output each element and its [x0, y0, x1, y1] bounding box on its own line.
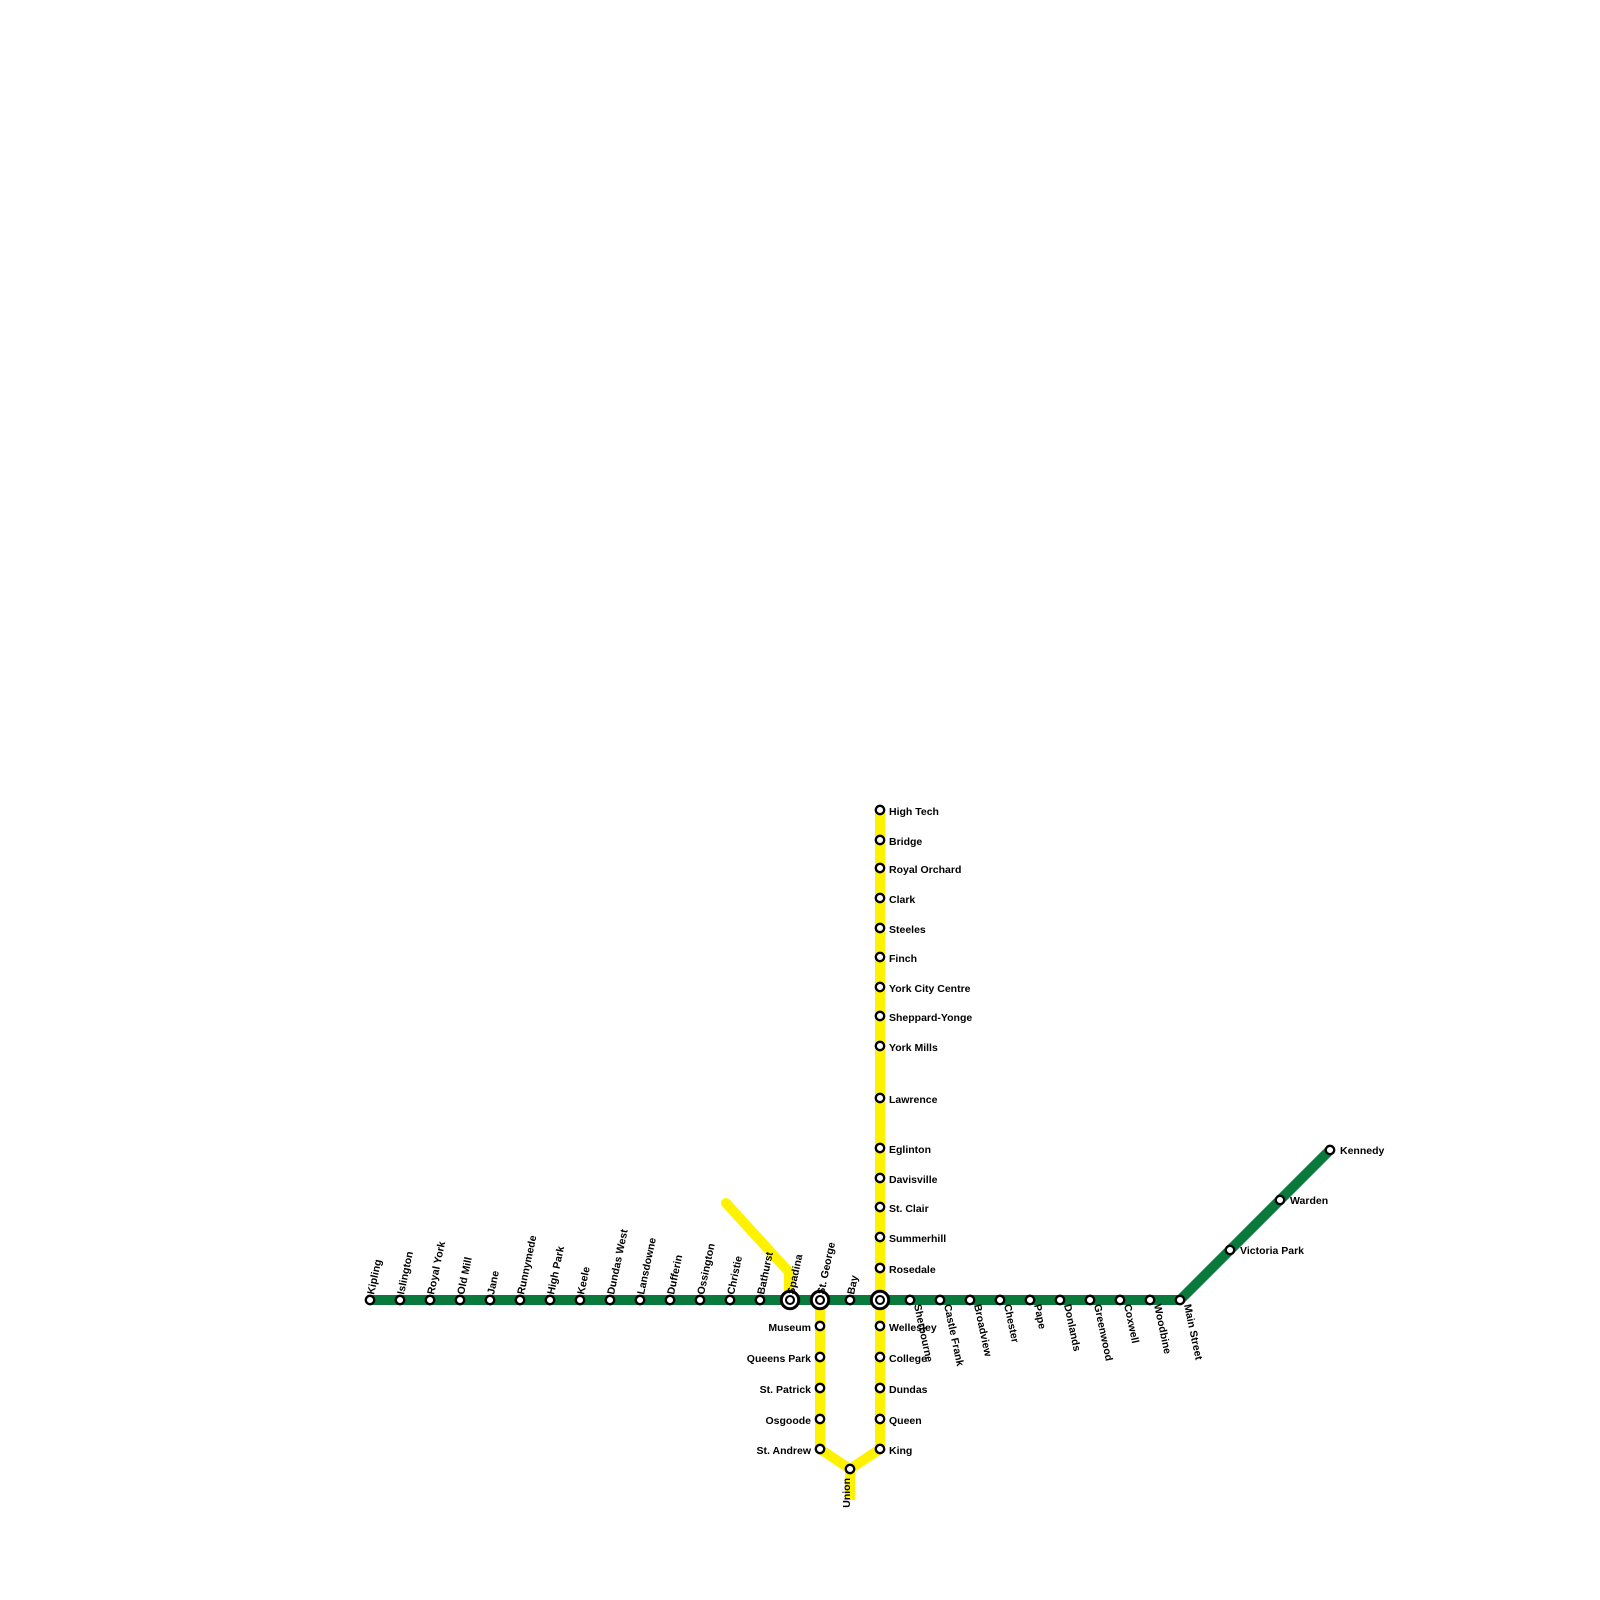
svg-text:St. Patrick: St. Patrick: [760, 1384, 812, 1396]
svg-text:Davisville: Davisville: [889, 1174, 938, 1186]
svg-text:Queens Park: Queens Park: [747, 1353, 811, 1365]
svg-text:Queen: Queen: [889, 1415, 922, 1427]
svg-text:Victoria Park: Victoria Park: [1240, 1245, 1304, 1257]
svg-text:Warden: Warden: [1290, 1195, 1328, 1207]
svg-text:York City Centre: York City Centre: [889, 983, 971, 995]
svg-text:Summerhill: Summerhill: [889, 1233, 946, 1245]
svg-text:High Tech: High Tech: [889, 806, 939, 818]
svg-text:Finch: Finch: [889, 953, 917, 965]
svg-text:Osgoode: Osgoode: [765, 1415, 811, 1427]
svg-text:Steeles: Steeles: [889, 924, 926, 936]
svg-text:Royal Orchard: Royal Orchard: [889, 864, 961, 876]
svg-text:Rosedale: Rosedale: [889, 1264, 936, 1276]
svg-text:Union: Union: [841, 1478, 853, 1508]
svg-text:Wellesley: Wellesley: [889, 1322, 937, 1334]
svg-text:Dundas: Dundas: [889, 1384, 928, 1396]
svg-text:York Mills: York Mills: [889, 1042, 938, 1054]
svg-text:King: King: [889, 1445, 912, 1457]
svg-text:St. Andrew: St. Andrew: [757, 1445, 812, 1457]
svg-text:Lawrence: Lawrence: [889, 1094, 938, 1106]
svg-text:St. Clair: St. Clair: [889, 1203, 929, 1215]
svg-text:Eglinton: Eglinton: [889, 1144, 931, 1156]
svg-text:Kennedy: Kennedy: [1340, 1145, 1385, 1157]
svg-text:Sheppard-Yonge: Sheppard-Yonge: [889, 1012, 972, 1024]
svg-text:College: College: [889, 1353, 927, 1365]
svg-text:Bridge: Bridge: [889, 836, 922, 848]
svg-text:Museum: Museum: [768, 1322, 811, 1334]
svg-text:Clark: Clark: [889, 894, 915, 906]
